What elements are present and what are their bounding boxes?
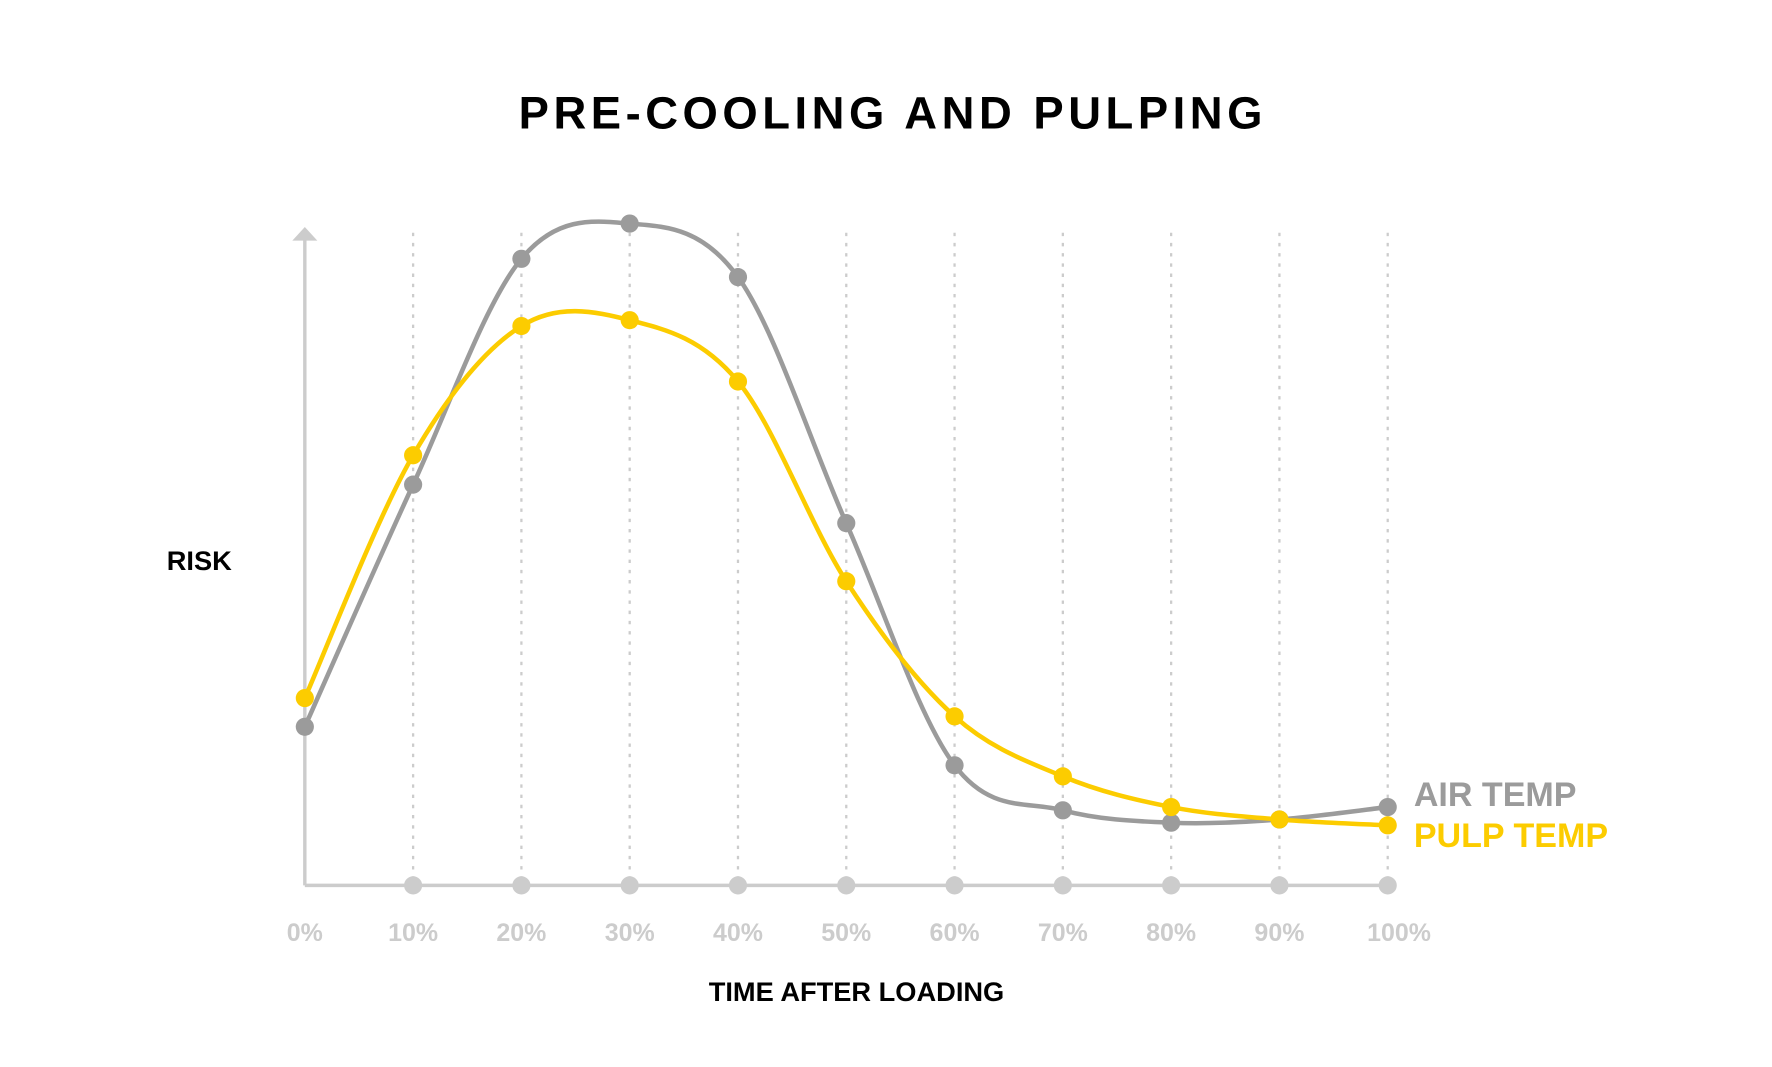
data-point	[945, 707, 964, 726]
x-tick-dot	[512, 876, 531, 895]
x-axis-label: TIME AFTER LOADING	[709, 976, 1005, 1007]
axes	[292, 227, 1388, 888]
x-tick-label: 0%	[287, 919, 323, 947]
data-point	[1270, 810, 1289, 829]
x-tick-dot	[728, 876, 748, 895]
data-point	[1053, 801, 1072, 820]
x-tick-dot	[837, 876, 856, 895]
data-point	[1162, 797, 1181, 817]
x-tick-label: 40%	[713, 919, 763, 947]
legend-label: AIR TEMP	[1414, 776, 1577, 814]
x-tick-dot	[1378, 876, 1397, 895]
x-tick-dot	[945, 876, 964, 895]
data-point	[295, 688, 314, 708]
data-point	[512, 316, 531, 336]
data-point	[512, 249, 531, 268]
data-point	[404, 446, 423, 465]
x-tick-label: 70%	[1038, 919, 1088, 947]
x-tick-label: 60%	[930, 919, 980, 947]
data-point	[1053, 767, 1072, 786]
x-tick-label: 10%	[388, 919, 438, 947]
x-tick-dot	[620, 876, 639, 895]
x-tick-label: 90%	[1254, 919, 1304, 947]
series-group	[295, 214, 1397, 835]
x-tick-dot	[1053, 876, 1072, 895]
data-point	[1162, 813, 1181, 832]
y-axis-label: RISK	[167, 545, 232, 576]
legend-label: PULP TEMP	[1414, 817, 1608, 855]
data-point	[945, 756, 964, 775]
grid	[411, 232, 1389, 886]
y-axis-arrow-icon	[292, 227, 318, 241]
x-tick-dot	[404, 876, 423, 895]
data-point	[620, 311, 639, 330]
x-tick-label: 50%	[821, 919, 871, 947]
x-tick-label: 100%	[1367, 919, 1431, 947]
x-tick-label: 30%	[605, 919, 655, 947]
data-point	[728, 267, 748, 287]
chart-title: PRE-COOLING AND PULPING	[519, 87, 1267, 138]
data-point	[837, 514, 856, 533]
x-tick-dot	[1270, 876, 1289, 895]
data-point	[1378, 816, 1397, 835]
data-point	[1378, 797, 1397, 817]
x-tick-label: 20%	[496, 919, 546, 947]
data-point	[295, 717, 314, 736]
data-point	[404, 475, 423, 494]
data-point	[837, 572, 856, 591]
x-tick-label: 80%	[1146, 919, 1196, 947]
x-ticks: 0% 10% 20% 30% 40% 50% 60% 70% 80% 90% 100%	[287, 876, 1431, 947]
data-point	[728, 372, 748, 391]
data-point	[620, 214, 639, 233]
x-tick-dot	[1162, 876, 1181, 895]
